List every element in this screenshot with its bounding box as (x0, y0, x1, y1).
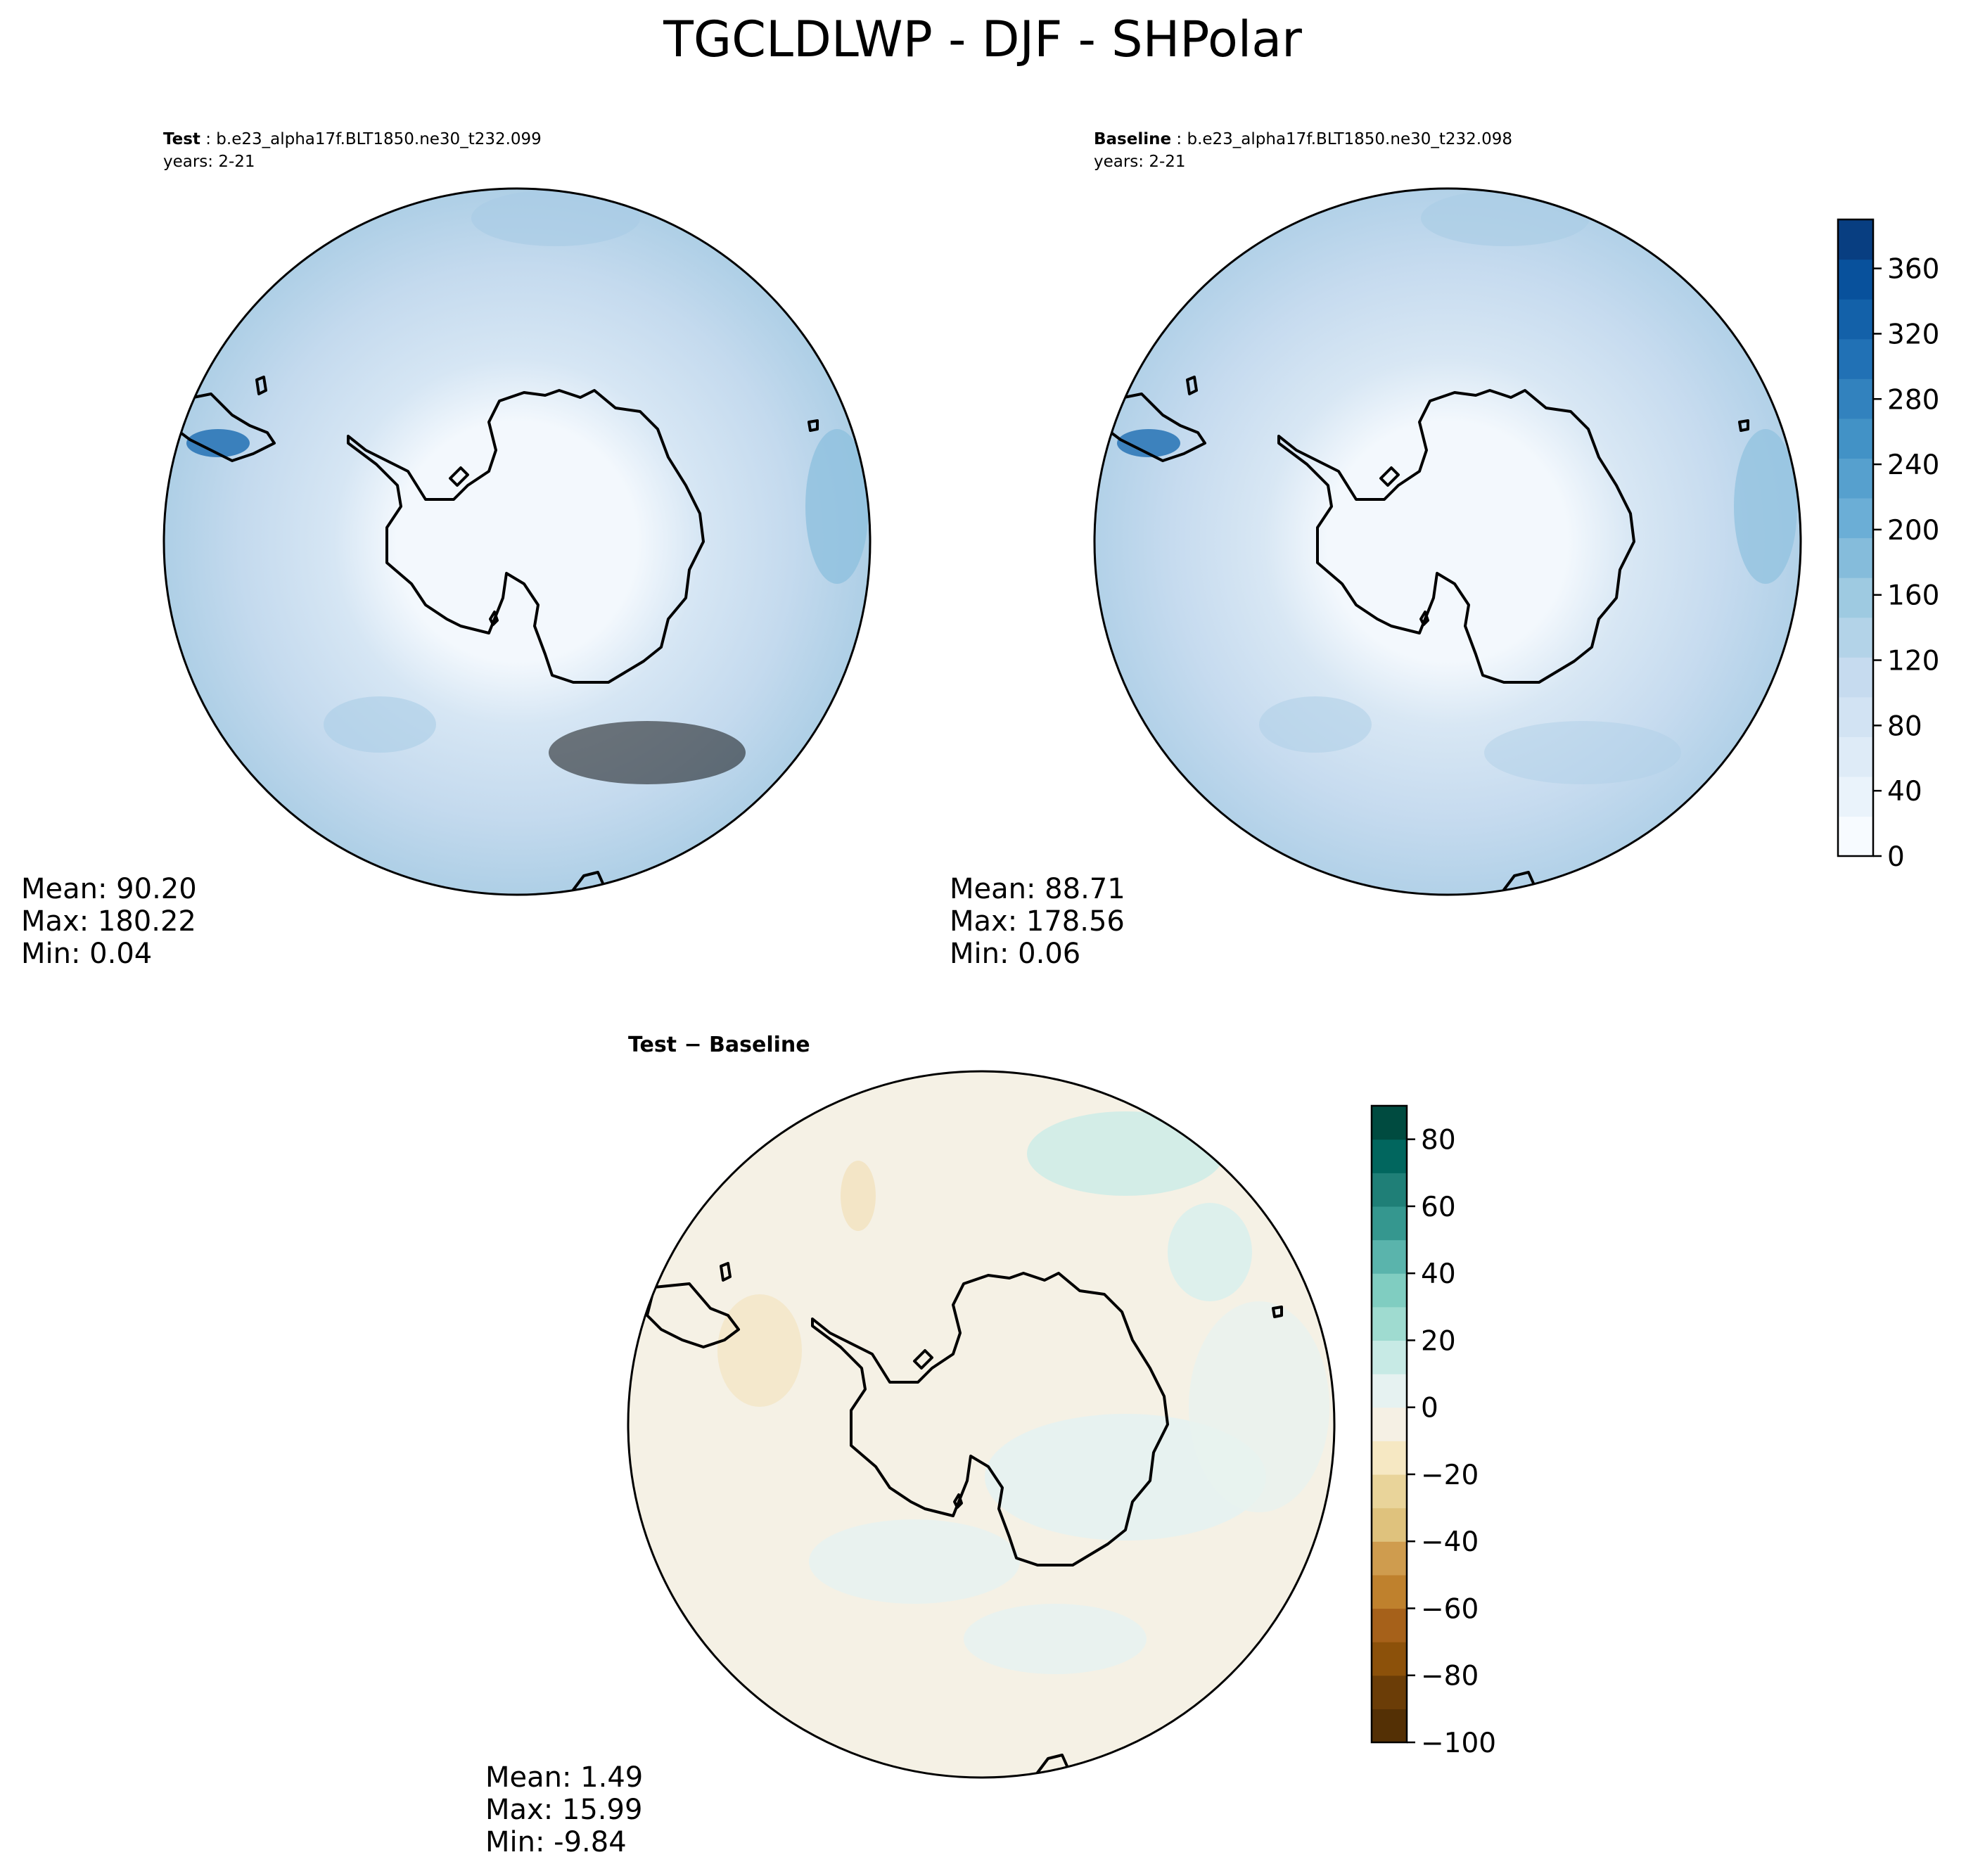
colorbar-diff-tick-label: −40 (1421, 1526, 1479, 1558)
panel-baseline: Baseline : b.e23_alpha17f.BLT1850.ne30_t… (950, 130, 1802, 970)
colorbar-diff-segment (1372, 1507, 1407, 1542)
panel-test-max: Max: 180.22 (21, 905, 196, 938)
colorbar-diff-tick-label: −60 (1421, 1593, 1479, 1625)
colorbar-main-segment (1838, 657, 1873, 698)
colorbar-main: 0 40 80 120 160 200 240 280 320 360 (1837, 218, 1939, 873)
colorbar-main-tick-label: 320 (1887, 319, 1939, 350)
colorbar-main-frame (1837, 218, 1875, 857)
colorbar-diff-segment (1372, 1306, 1407, 1341)
map-diff-boundary (627, 1070, 1336, 1779)
colorbar-diff-tick-label: 80 (1421, 1125, 1456, 1156)
colorbar-diff-segment (1372, 1374, 1407, 1408)
colorbar-main-segment (1838, 338, 1873, 379)
panel-baseline-min: Min: 0.06 (950, 938, 1080, 970)
colorbar-main-tick-label: 200 (1887, 515, 1939, 547)
map-baseline (1094, 189, 1801, 895)
colorbar-main-segment (1838, 578, 1873, 618)
colorbar-diff-segment (1372, 1273, 1407, 1308)
panel-baseline-label: Baseline (1094, 130, 1171, 148)
colorbar-diff-tick-label: −80 (1421, 1661, 1479, 1692)
colorbar-main-tick-label: 360 (1887, 254, 1939, 286)
colorbar-diff-tick-label: 0 (1421, 1393, 1438, 1424)
colorbar-diff-frame (1370, 1104, 1408, 1744)
panel-test-header: Test : b.e23_alpha17f.BLT1850.ne30_t232.… (163, 130, 542, 148)
colorbar-main-tick-label: 0 (1887, 841, 1905, 873)
colorbar-main-segment (1838, 776, 1873, 817)
panel-test-label: Test (163, 130, 200, 148)
map-diff (628, 1071, 1334, 1778)
colorbar-diff-tick-label: 20 (1421, 1325, 1456, 1357)
colorbar-diff-segment (1372, 1642, 1407, 1676)
colorbar-diff-segment (1372, 1407, 1407, 1441)
colorbar-diff-segment (1372, 1173, 1407, 1207)
panel-test-min: Min: 0.04 (21, 938, 152, 970)
colorbar-diff-segment (1372, 1574, 1407, 1609)
colorbar-main-segment (1838, 497, 1873, 539)
colorbar-main-tick-label: 160 (1887, 580, 1939, 612)
colorbar-diff-segment (1372, 1675, 1407, 1709)
panel-baseline-max: Max: 178.56 (950, 905, 1125, 938)
colorbar-diff-tick-label: −100 (1421, 1728, 1496, 1759)
colorbar-main-segment (1838, 219, 1873, 260)
panel-diff: Test − Baseline Mean: 1.49 Max: 15.99 Mi… (485, 1033, 1336, 1858)
panel-test-case: : b.e23_alpha17f.BLT1850.ne30_t232.099 (200, 130, 542, 148)
colorbar-main-segment (1838, 736, 1873, 777)
colorbar-diff-segment (1372, 1340, 1407, 1374)
colorbar-main-tick-label: 80 (1887, 710, 1922, 742)
colorbar-diff-tick-label: −20 (1421, 1460, 1479, 1491)
map-baseline-boundary (1093, 187, 1802, 896)
panel-baseline-mean: Mean: 88.71 (950, 873, 1125, 905)
colorbar-diff: −100 −80 −60 −40 −20 0 20 40 60 80 (1370, 1104, 1496, 1759)
panel-diff-max: Max: 15.99 (485, 1794, 642, 1826)
map-test (164, 189, 870, 895)
panel-diff-min: Min: -9.84 (485, 1826, 627, 1858)
panel-baseline-case: : b.e23_alpha17f.BLT1850.ne30_t232.098 (1171, 130, 1512, 148)
colorbar-main-segment (1838, 617, 1873, 658)
panel-test-years: years: 2-21 (163, 153, 255, 171)
colorbar-main-tick-label: 240 (1887, 449, 1939, 481)
colorbar-diff-segment (1372, 1541, 1407, 1576)
map-test-boundary (162, 187, 872, 896)
panel-baseline-years: years: 2-21 (1094, 153, 1186, 171)
panel-baseline-header: Baseline : b.e23_alpha17f.BLT1850.ne30_t… (1094, 130, 1512, 148)
figure-title: TGCLDLWP - DJF - SHPolar (663, 11, 1302, 68)
colorbar-diff-segment (1372, 1239, 1407, 1274)
colorbar-diff-segment (1372, 1608, 1407, 1642)
colorbar-main-tick-label: 280 (1887, 384, 1939, 416)
colorbar-diff-segment (1372, 1474, 1407, 1509)
colorbar-main-segment (1838, 299, 1873, 340)
panel-diff-mean: Mean: 1.49 (485, 1761, 643, 1794)
colorbar-diff-segment (1372, 1106, 1407, 1140)
colorbar-diff-segment (1372, 1441, 1407, 1475)
panel-test: Test : b.e23_alpha17f.BLT1850.ne30_t232.… (21, 130, 872, 970)
colorbar-main-tick-label: 120 (1887, 646, 1939, 677)
colorbar-diff-segment (1372, 1709, 1407, 1743)
colorbar-diff-segment (1372, 1206, 1407, 1241)
colorbar-main-segment (1838, 259, 1873, 300)
colorbar-main-segment (1838, 418, 1873, 459)
colorbar-diff-tick-label: 60 (1421, 1192, 1456, 1223)
colorbar-main-segment (1838, 696, 1873, 737)
panel-diff-label: Test − Baseline (628, 1033, 810, 1057)
colorbar-main-segment (1838, 458, 1873, 499)
colorbar-diff-tick-label: 40 (1421, 1258, 1456, 1290)
colorbar-main-segment (1838, 378, 1873, 419)
colorbar-main-segment (1838, 537, 1873, 578)
colorbar-diff-segment (1372, 1139, 1407, 1173)
panel-test-mean: Mean: 90.20 (21, 873, 197, 905)
colorbar-main-tick-label: 40 (1887, 776, 1922, 808)
colorbar-main-segment (1838, 816, 1873, 857)
